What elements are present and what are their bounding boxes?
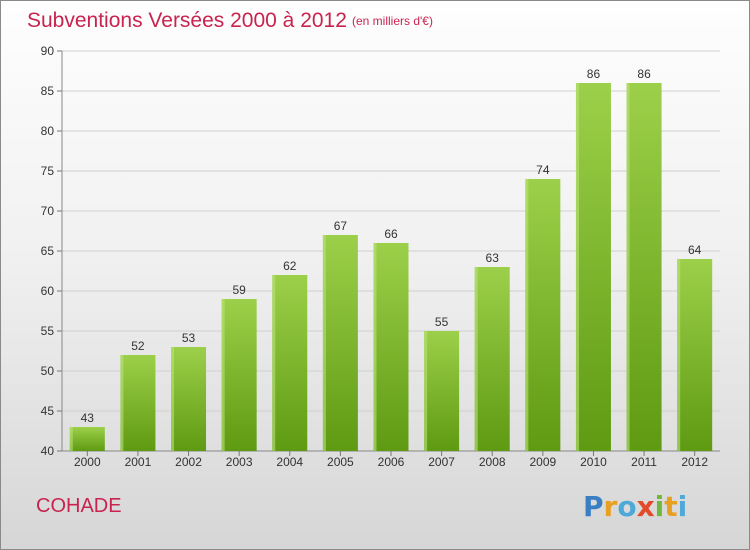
bar-highlight	[424, 331, 428, 451]
bar	[424, 331, 460, 451]
bar-value-label: 74	[536, 163, 550, 177]
x-tick-label: 2011	[631, 455, 657, 469]
chart-unit-note: (en milliers d'€)	[352, 14, 433, 28]
bar	[322, 235, 358, 451]
bar-value-label: 52	[131, 339, 145, 353]
x-tick-label: 2010	[580, 455, 607, 469]
y-tick-label: 70	[41, 204, 55, 218]
bar-value-label: 66	[384, 227, 398, 241]
x-tick-label: 2000	[74, 455, 101, 469]
bar-highlight	[171, 347, 175, 451]
bar	[373, 243, 409, 451]
bar	[525, 179, 561, 451]
bar-value-label: 62	[283, 259, 297, 273]
bar	[221, 299, 257, 451]
y-tick-label: 60	[41, 284, 55, 298]
x-tick-label: 2002	[175, 455, 202, 469]
bar-highlight	[626, 83, 630, 451]
x-tick-label: 2005	[327, 455, 354, 469]
bar	[69, 427, 105, 451]
bar-value-label: 53	[182, 331, 196, 345]
proxiti-logo: Proxiti	[583, 490, 687, 523]
bar-value-label: 63	[486, 251, 500, 265]
bar	[575, 83, 611, 451]
y-tick-label: 85	[41, 84, 55, 98]
x-tick-label: 2008	[479, 455, 506, 469]
y-tick-label: 80	[41, 124, 55, 138]
x-tick-label: 2012	[681, 455, 708, 469]
y-tick-label: 65	[41, 244, 55, 258]
bar	[171, 347, 207, 451]
bar	[272, 275, 308, 451]
x-tick-label: 2001	[125, 455, 152, 469]
bar-value-label: 64	[688, 243, 702, 257]
bar-highlight	[525, 179, 529, 451]
bar	[474, 267, 510, 451]
commune-name: COHADE	[36, 495, 122, 517]
bar-highlight	[322, 235, 326, 451]
bar-highlight	[69, 427, 73, 451]
bars	[69, 83, 713, 451]
bar-value-label: 67	[334, 219, 348, 233]
y-tick-label: 55	[41, 324, 55, 338]
y-tick-label: 90	[41, 44, 55, 58]
bar	[677, 259, 713, 451]
bar-value-label: 59	[232, 283, 246, 297]
bar-value-label: 55	[435, 315, 449, 329]
x-tick-label: 2007	[428, 455, 455, 469]
bar-highlight	[575, 83, 579, 451]
svg-text:Proxiti: Proxiti	[583, 490, 687, 523]
x-tick-label: 2004	[276, 455, 303, 469]
bar-value-label: 86	[587, 67, 601, 81]
x-tick-label: 2006	[378, 455, 405, 469]
y-tick-label: 45	[41, 404, 55, 418]
bar-value-label: 86	[637, 67, 651, 81]
y-tick-label: 50	[41, 364, 55, 378]
labels: 40 45 50 55 60 65 70 75 80 85 90 43 2000 52 2001 53 2002…	[41, 44, 709, 469]
bar-value-label: 43	[81, 411, 95, 425]
bar	[626, 83, 662, 451]
bar-highlight	[120, 355, 124, 451]
x-tick-label: 2009	[529, 455, 556, 469]
bar-highlight	[373, 243, 377, 451]
bar-highlight	[221, 299, 225, 451]
x-tick-label: 2003	[226, 455, 253, 469]
chart-title: Subventions Versées 2000 à 2012	[27, 9, 347, 32]
bar-highlight	[272, 275, 276, 451]
y-tick-label: 75	[41, 164, 55, 178]
bar-highlight	[474, 267, 478, 451]
bar-highlight	[677, 259, 681, 451]
y-tick-label: 40	[41, 444, 55, 458]
bar	[120, 355, 156, 451]
